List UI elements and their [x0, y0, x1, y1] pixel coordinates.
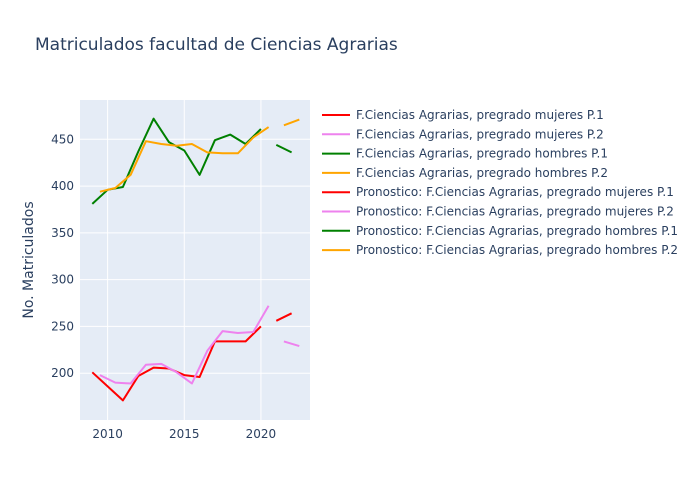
series-line-8 [283, 118, 300, 127]
series-line-7 [275, 144, 293, 154]
x-gridlines [107, 100, 262, 420]
legend-item[interactable]: F.Ciencias Agrarias, pregrado hombres P.… [322, 147, 608, 161]
legend-label: F.Ciencias Agrarias, pregrado mujeres P.… [356, 108, 604, 122]
legend-label: F.Ciencias Agrarias, pregrado hombres P.… [356, 166, 608, 180]
y-tick-label: 200 [51, 366, 74, 380]
legend[interactable]: F.Ciencias Agrarias, pregrado mujeres P.… [322, 108, 678, 257]
legend-label: Pronostico: F.Ciencias Agrarias, pregrad… [356, 205, 674, 219]
legend-item[interactable]: F.Ciencias Agrarias, pregrado hombres P.… [322, 166, 608, 180]
y-tick-label: 350 [51, 226, 74, 240]
x-tick-label: 2015 [169, 427, 200, 441]
legend-label: Pronostico: F.Ciencias Agrarias, pregrad… [356, 224, 678, 238]
x-tick-label: 2010 [92, 427, 123, 441]
series-line-1 [91, 325, 262, 402]
legend-item[interactable]: F.Ciencias Agrarias, pregrado mujeres P.… [322, 127, 604, 141]
plot-area [80, 100, 310, 420]
chart-title: Matriculados facultad de Ciencias Agrari… [35, 35, 398, 55]
y-tick-label: 300 [51, 273, 74, 287]
x-axis-ticks: 2010 2015 2020 [92, 427, 276, 441]
y-axis-label: No. Matriculados [21, 201, 37, 318]
legend-label: Pronostico: F.Ciencias Agrarias, pregrad… [356, 185, 674, 199]
legend-label: Pronostico: F.Ciencias Agrarias, pregrad… [356, 243, 678, 257]
legend-item[interactable]: Pronostico: F.Ciencias Agrarias, pregrad… [322, 224, 678, 238]
series-line-5 [275, 312, 293, 322]
series-line-6 [283, 340, 300, 348]
series-layer [91, 117, 300, 402]
legend-item[interactable]: Pronostico: F.Ciencias Agrarias, pregrad… [322, 205, 674, 219]
legend-label: F.Ciencias Agrarias, pregrado mujeres P.… [356, 127, 604, 141]
legend-item[interactable]: Pronostico: F.Ciencias Agrarias, pregrad… [322, 185, 674, 199]
x-tick-label: 2020 [246, 427, 277, 441]
legend-label: F.Ciencias Agrarias, pregrado hombres P.… [356, 147, 608, 161]
y-tick-label: 400 [51, 179, 74, 193]
legend-item[interactable]: Pronostico: F.Ciencias Agrarias, pregrad… [322, 243, 678, 257]
series-line-4 [99, 126, 270, 193]
y-tick-label: 450 [51, 132, 74, 146]
series-line-2 [99, 305, 270, 385]
y-axis-ticks: 200 250 300 350 400 450 [51, 132, 74, 380]
y-tick-label: 250 [51, 319, 74, 333]
legend-item[interactable]: F.Ciencias Agrarias, pregrado mujeres P.… [322, 108, 604, 122]
